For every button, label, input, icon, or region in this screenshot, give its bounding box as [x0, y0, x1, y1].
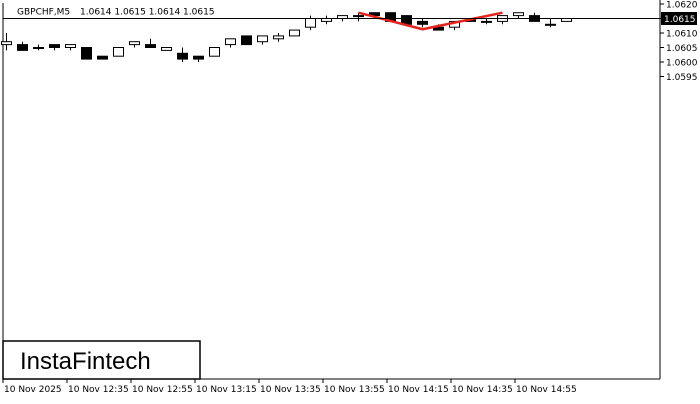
candle	[209, 47, 220, 57]
candle-body-bear	[97, 55, 108, 60]
candle-body-bull	[33, 47, 44, 49]
current-price-marker: 1.0615	[661, 12, 697, 25]
candle-body-bull	[113, 47, 124, 57]
candle	[113, 47, 124, 57]
candle	[129, 41, 140, 48]
y-axis: 1.06201.06151.06101.06051.06001.05951.06…	[660, 1, 698, 83]
x-tick-label: 10 Nov 14:15	[388, 385, 449, 395]
candle-body-bear	[145, 44, 156, 48]
candle	[145, 38, 156, 48]
candle	[529, 12, 540, 22]
x-tick-label: 10 Nov 2025	[4, 385, 62, 395]
candle-body-bull	[273, 35, 284, 40]
pattern-layer	[358, 11, 503, 31]
candle-body-bull	[1, 41, 12, 46]
candle	[353, 12, 364, 22]
candle	[97, 55, 108, 60]
candle	[177, 47, 188, 62]
x-tick-label: 10 Nov 12:55	[132, 385, 193, 395]
x-axis: 10 Nov 2025 10 Nov 12:35 10 Nov 12:55 10 No…	[2, 379, 577, 395]
candle	[33, 44, 44, 51]
candle	[241, 35, 252, 46]
x-tick-label: 10 Nov 13:35	[260, 385, 321, 395]
candle-body-bull	[545, 23, 556, 26]
candle-body-bull	[305, 18, 316, 28]
candle-body-bull	[353, 15, 364, 18]
candle-body-bull	[161, 47, 172, 51]
price-label-text: 1.0615	[664, 15, 696, 25]
x-tick-label: 10 Nov 12:35	[68, 385, 129, 395]
candle	[321, 15, 332, 25]
candle-body-bull	[209, 47, 220, 57]
candle	[545, 18, 556, 28]
candle-body-bull	[289, 29, 300, 37]
candle	[49, 44, 60, 51]
candle-body-bear	[241, 35, 252, 46]
candle	[481, 18, 492, 25]
x-tick-label: 10 Nov 13:15	[196, 385, 257, 395]
candle-body-bull	[513, 12, 524, 17]
candle-body-bull	[481, 20, 492, 23]
candle	[305, 15, 316, 31]
y-tick-label: 1.0620	[666, 1, 698, 11]
candle-body-bull	[65, 44, 76, 48]
candle-body-bear	[49, 44, 60, 48]
candle-body-bear	[81, 47, 92, 60]
candle-body-bull	[225, 38, 236, 46]
candle	[289, 29, 300, 37]
candle	[257, 35, 268, 45]
candle-body-bull	[129, 41, 140, 46]
price-label-bg	[661, 12, 697, 25]
candle-body-bear	[177, 52, 188, 60]
y-tick-label: 1.0595	[666, 73, 698, 83]
candle-body-bull	[257, 35, 268, 43]
candle	[1, 33, 12, 51]
y-tick-label: 1.0610	[666, 30, 698, 40]
pattern-line	[358, 11, 503, 31]
x-tick-label: 10 Nov 14:55	[516, 385, 577, 395]
candle	[161, 47, 172, 51]
brand-watermark: InstaFintech	[2, 340, 201, 380]
candle	[193, 55, 204, 62]
candle	[81, 47, 92, 60]
y-tick-label: 1.0605	[666, 44, 698, 54]
candle	[497, 15, 508, 25]
candle	[225, 38, 236, 48]
candle-body-bear	[417, 20, 428, 25]
candle	[417, 18, 428, 28]
candle-body-bear	[193, 55, 204, 60]
x-tick-label: 10 Nov 14:35	[452, 385, 513, 395]
candle-body-bear	[17, 44, 28, 51]
y-tick-label: 1.0600	[666, 59, 698, 69]
brand-name: InstaFintech	[20, 348, 151, 375]
candles-layer	[1, 12, 572, 62]
ohlc-label: 1.0614 1.0615 1.0614 1.0615	[80, 8, 215, 18]
candle	[513, 12, 524, 19]
candle	[65, 44, 76, 51]
symbol-label: GBPCHF,M5	[17, 8, 70, 18]
candle	[17, 41, 28, 51]
x-tick-label: 10 Nov 13:55	[324, 385, 385, 395]
candle	[273, 33, 284, 42]
